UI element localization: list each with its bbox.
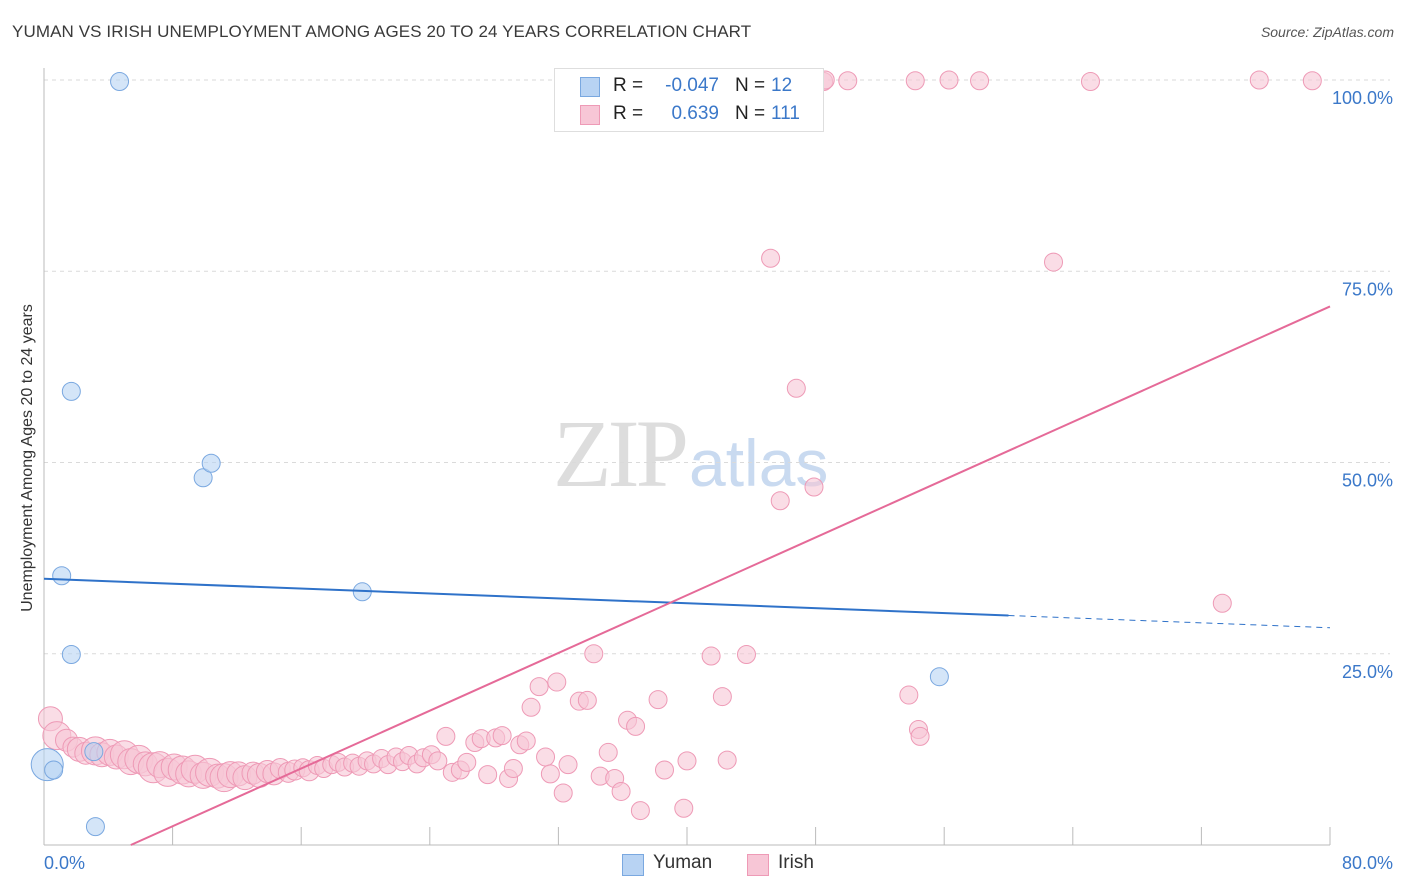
irish-point (970, 71, 990, 91)
irish-point (1044, 252, 1064, 272)
irish-point (1302, 71, 1322, 91)
irish-point (939, 70, 959, 90)
irish-point (457, 752, 477, 772)
irish-point (516, 731, 536, 751)
x-tick-label: 80.0% (1342, 853, 1393, 873)
irish-point (521, 697, 541, 717)
watermark-zip: ZIP (553, 400, 689, 507)
yuman-point (61, 381, 81, 401)
yuman-point (929, 667, 949, 687)
legend-n-label: N = (735, 103, 766, 124)
irish-point (905, 71, 925, 91)
irish-point (584, 644, 604, 664)
yuman-point (193, 468, 213, 488)
irish-point (717, 750, 737, 770)
irish-point (736, 645, 756, 665)
legend-swatch-yuman (622, 854, 644, 876)
irish-point (598, 742, 618, 762)
irish-point (503, 759, 523, 778)
irish-point (536, 747, 556, 767)
irish-point (428, 751, 448, 771)
irish-point (1080, 72, 1100, 92)
legend-row-yuman: R = -0.047 N = 12 (555, 72, 823, 100)
irish-point (786, 378, 806, 398)
legend-label-irish: Irish (778, 852, 814, 873)
legend-n-value: 111 (771, 103, 800, 124)
legend-n-value: 12 (771, 75, 793, 96)
irish-point (648, 690, 668, 710)
yuman-point (44, 760, 64, 780)
irish-point (761, 248, 781, 268)
y-tick-label: 25.0% (1342, 662, 1393, 682)
correlation-legend: R = -0.047 N = 12 R = 0.639 N = 111 (554, 68, 824, 132)
y-tick-label: 100.0% (1332, 88, 1393, 108)
irish-point (626, 716, 646, 736)
x-tick-label: 0.0% (44, 853, 85, 873)
legend-swatch-irish (580, 105, 600, 125)
irish-point (1249, 70, 1269, 90)
irish-point (611, 781, 631, 801)
legend-r-label: R = (613, 103, 644, 124)
irish-trend-line (130, 305, 1331, 846)
chart-title: YUMAN VS IRISH UNEMPLOYMENT AMONG AGES 2… (12, 22, 752, 41)
legend-label-yuman: Yuman (653, 852, 713, 873)
yuman-point (85, 817, 105, 837)
y-tick-label: 50.0% (1342, 471, 1393, 491)
yuman-trend-line (43, 577, 1009, 617)
irish-point (492, 726, 512, 746)
irish-point (558, 755, 578, 775)
irish-point (478, 765, 498, 785)
legend-swatch-yuman (580, 77, 600, 97)
irish-point (577, 690, 597, 710)
legend-swatch-irish (747, 854, 769, 876)
irish-point (1212, 593, 1232, 613)
yuman-point (201, 453, 221, 473)
legend-r-label: R = (613, 75, 644, 96)
legend-n-label: N = (735, 75, 766, 96)
irish-point (654, 760, 674, 780)
y-tick-label: 75.0% (1342, 279, 1393, 299)
irish-point (529, 677, 549, 697)
irish-point (838, 71, 858, 91)
irish-point (540, 764, 560, 784)
legend-row-irish: R = 0.639 N = 111 (555, 100, 823, 128)
series-legend: Yuman Irish (0, 852, 1406, 878)
source-label: Source: ZipAtlas.com (1260, 24, 1394, 40)
legend-r-value: 0.639 (671, 103, 719, 124)
irish-point (770, 491, 790, 511)
irish-point (804, 477, 824, 497)
irish-point (547, 672, 567, 692)
irish-point (899, 685, 919, 705)
irish-point (674, 798, 694, 818)
yuman-trend-extension (1008, 615, 1331, 629)
irish-point (910, 726, 930, 746)
irish-point (553, 783, 573, 803)
yuman-point (84, 742, 104, 762)
irish-point (630, 801, 650, 821)
yuman-point (52, 566, 72, 586)
irish-point (712, 687, 732, 707)
irish-point (436, 726, 456, 746)
yuman-point (61, 645, 81, 665)
irish-point (677, 751, 697, 771)
yuman-point (110, 72, 130, 92)
irish-point (701, 646, 721, 666)
legend-r-value: -0.047 (665, 75, 719, 96)
